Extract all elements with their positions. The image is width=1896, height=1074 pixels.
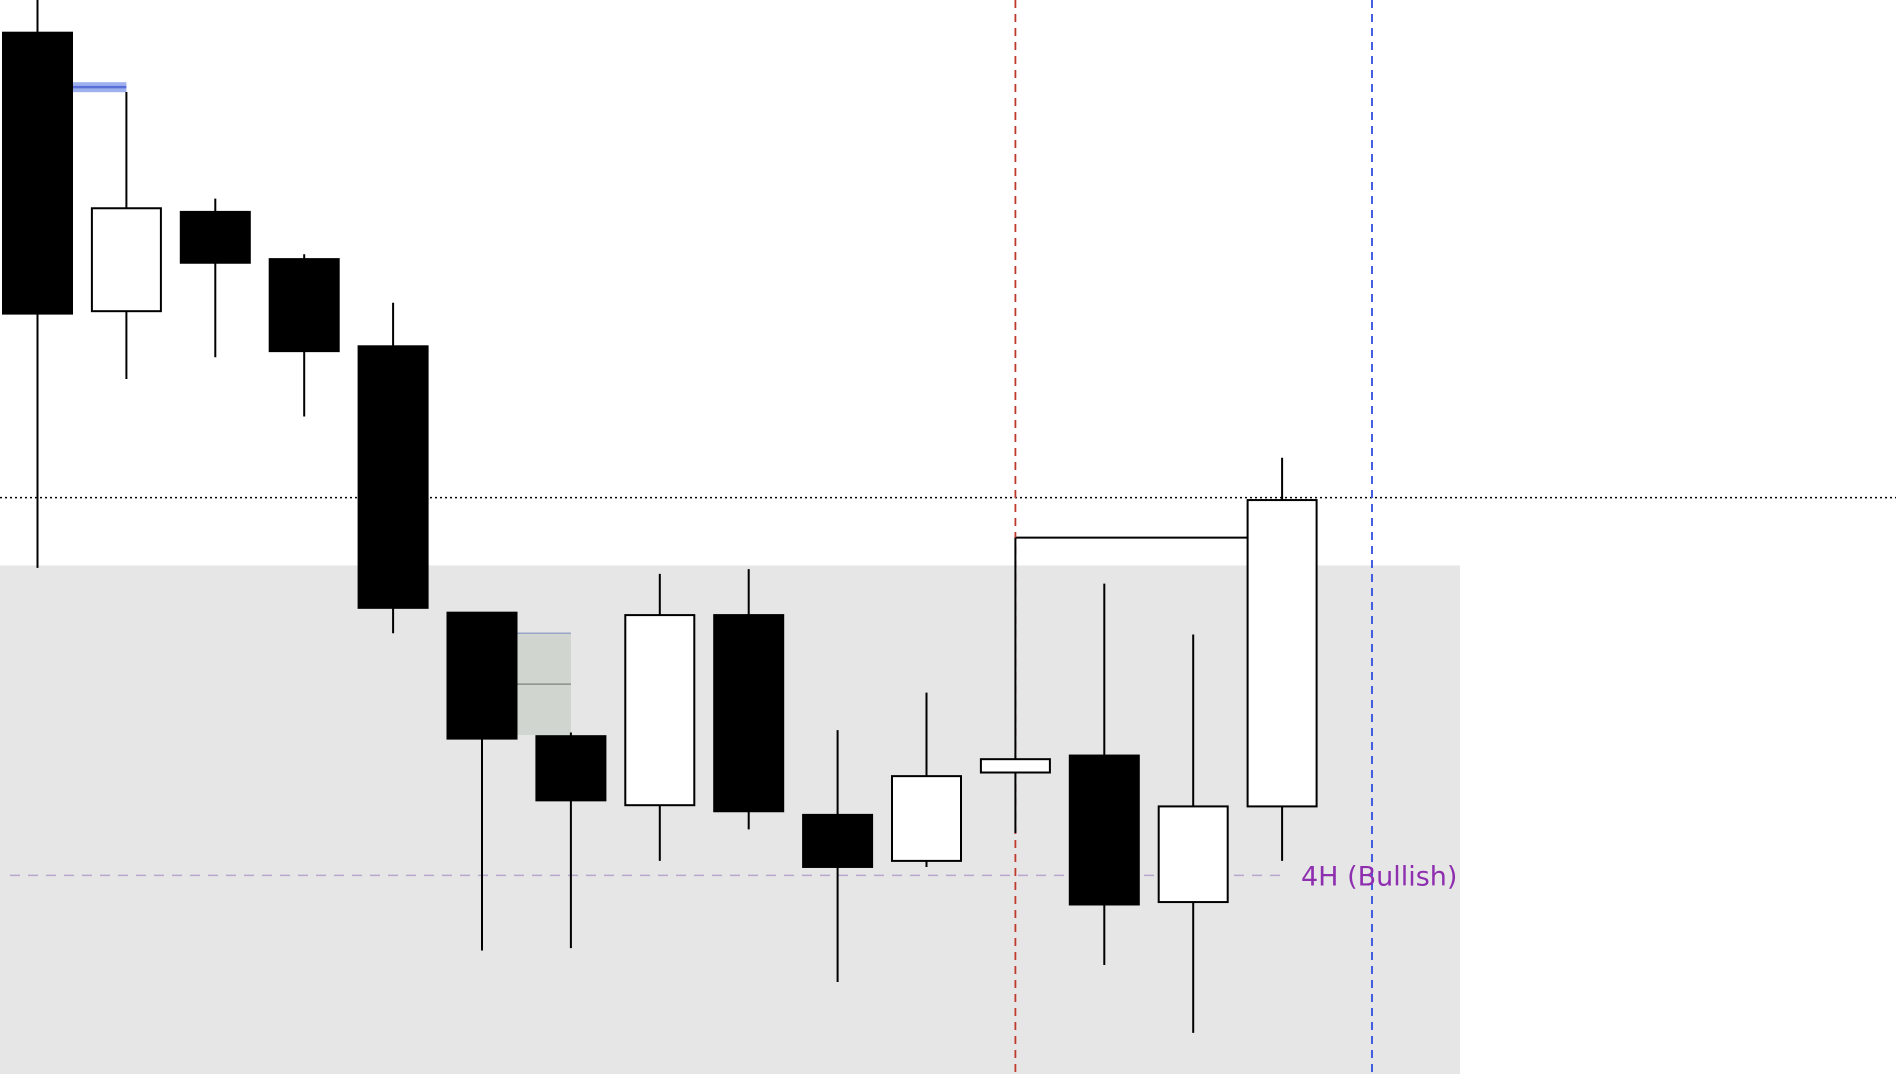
- bearish-candle: [802, 813, 874, 868]
- bullish-candle: [1157, 805, 1229, 904]
- bearish-candle: [2, 31, 73, 315]
- bearish-candle: [268, 258, 340, 353]
- bullish-candle: [891, 775, 962, 862]
- bearish-candle: [446, 611, 518, 740]
- bullish-candle: [1246, 499, 1318, 808]
- bullish-candle: [979, 758, 1051, 774]
- bearish-candle: [713, 614, 785, 813]
- bearish-candle: [357, 345, 429, 609]
- bearish-candle: [179, 210, 251, 264]
- bearish-candle: [535, 735, 607, 802]
- bullish-candle: [624, 614, 696, 807]
- bullish-level-label: 4H (Bullish): [1301, 861, 1457, 892]
- bearish-candle: [1068, 754, 1140, 906]
- bullish-candle: [90, 207, 162, 313]
